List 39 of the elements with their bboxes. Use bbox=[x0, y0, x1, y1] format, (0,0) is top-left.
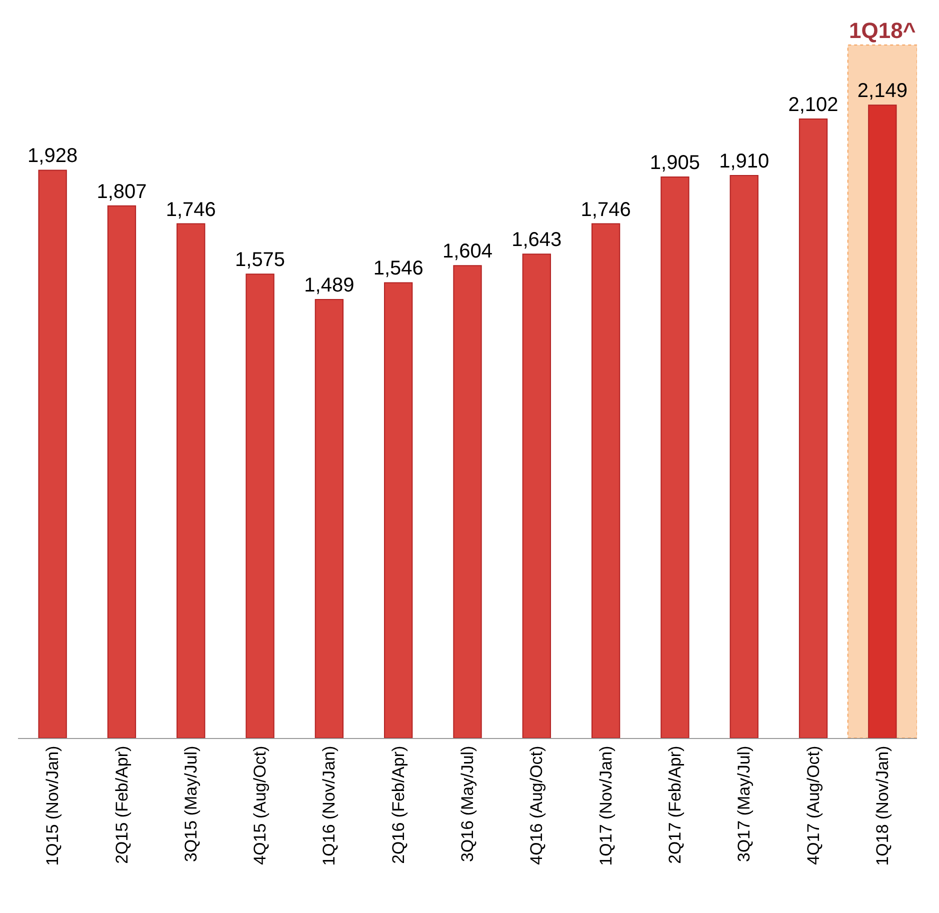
data-label: 1,746 bbox=[580, 198, 631, 221]
bar bbox=[384, 282, 413, 738]
x-tick-label: 4Q15 (Aug/Oct) bbox=[250, 746, 270, 865]
x-tick-label: 3Q15 (May/Jul) bbox=[181, 746, 200, 862]
data-label: 1,746 bbox=[166, 198, 216, 221]
data-label: 1,604 bbox=[442, 240, 493, 263]
data-label: 1,489 bbox=[304, 274, 354, 296]
x-tick-label: 1Q16 (Nov/Jan) bbox=[320, 746, 339, 866]
bar bbox=[591, 223, 620, 738]
band-label: 1Q18^ bbox=[849, 18, 916, 43]
bar bbox=[522, 254, 551, 738]
data-label: 1,643 bbox=[512, 229, 562, 252]
bar bbox=[38, 170, 67, 738]
bar bbox=[314, 298, 344, 738]
data-label: 1,807 bbox=[96, 180, 147, 203]
bar bbox=[246, 274, 274, 738]
x-tick-label: 4Q17 (Aug/Oct) bbox=[804, 746, 823, 865]
bar bbox=[730, 175, 758, 738]
x-tick-label: 2Q16 (Feb/Apr) bbox=[388, 746, 408, 864]
x-tick-label: 1Q17 (Nov/Jan) bbox=[596, 746, 616, 866]
data-label: 2,149 bbox=[857, 80, 908, 102]
x-tick-label: 2Q17 (Feb/Apr) bbox=[665, 746, 684, 864]
data-label: 1,910 bbox=[719, 150, 770, 173]
x-tick-label: 1Q15 (Nov/Jan) bbox=[43, 746, 62, 866]
data-label: 1,905 bbox=[650, 152, 700, 174]
x-tick-label: 3Q17 (May/Jul) bbox=[734, 746, 754, 862]
x-tick-label: 1Q18 (Nov/Jan) bbox=[872, 746, 892, 866]
bar bbox=[798, 118, 828, 738]
x-tick-label: 4Q16 (Aug/Oct) bbox=[527, 746, 546, 865]
x-tick-label: 3Q16 (May/Jul) bbox=[458, 746, 478, 862]
bar bbox=[107, 205, 136, 738]
data-label: 1,928 bbox=[28, 145, 78, 168]
bar bbox=[660, 176, 690, 738]
bar bbox=[453, 265, 482, 738]
x-tick-label: 2Q15 (Feb/Apr) bbox=[112, 746, 132, 864]
data-label: 2,102 bbox=[788, 94, 838, 116]
data-label: 1,546 bbox=[373, 258, 424, 280]
data-label: 1,575 bbox=[235, 249, 286, 272]
bar bbox=[176, 223, 206, 738]
